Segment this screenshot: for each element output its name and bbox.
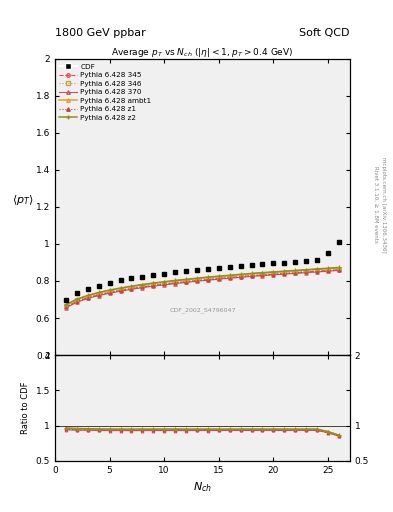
Title: Average $p_T$ vs $N_{ch}$ ($|\eta| < 1$, $p_T > 0.4$ GeV): Average $p_T$ vs $N_{ch}$ ($|\eta| < 1$,…: [111, 46, 294, 59]
Text: mcplots.cern.ch [arXiv:1306.3436]: mcplots.cern.ch [arXiv:1306.3436]: [381, 157, 386, 252]
X-axis label: $N_{ch}$: $N_{ch}$: [193, 480, 212, 494]
Y-axis label: Ratio to CDF: Ratio to CDF: [21, 381, 30, 434]
Text: CDF_2002_S4796047: CDF_2002_S4796047: [169, 308, 236, 313]
Text: 1800 GeV ppbar: 1800 GeV ppbar: [55, 28, 146, 38]
Text: Rivet 3.1.10, ≥ 1.8M events: Rivet 3.1.10, ≥ 1.8M events: [373, 166, 378, 243]
Text: Soft QCD: Soft QCD: [299, 28, 350, 38]
Y-axis label: $\langle p_T \rangle$: $\langle p_T \rangle$: [12, 193, 33, 207]
Legend: CDF, Pythia 6.428 345, Pythia 6.428 346, Pythia 6.428 370, Pythia 6.428 ambt1, P: CDF, Pythia 6.428 345, Pythia 6.428 346,…: [58, 62, 153, 122]
